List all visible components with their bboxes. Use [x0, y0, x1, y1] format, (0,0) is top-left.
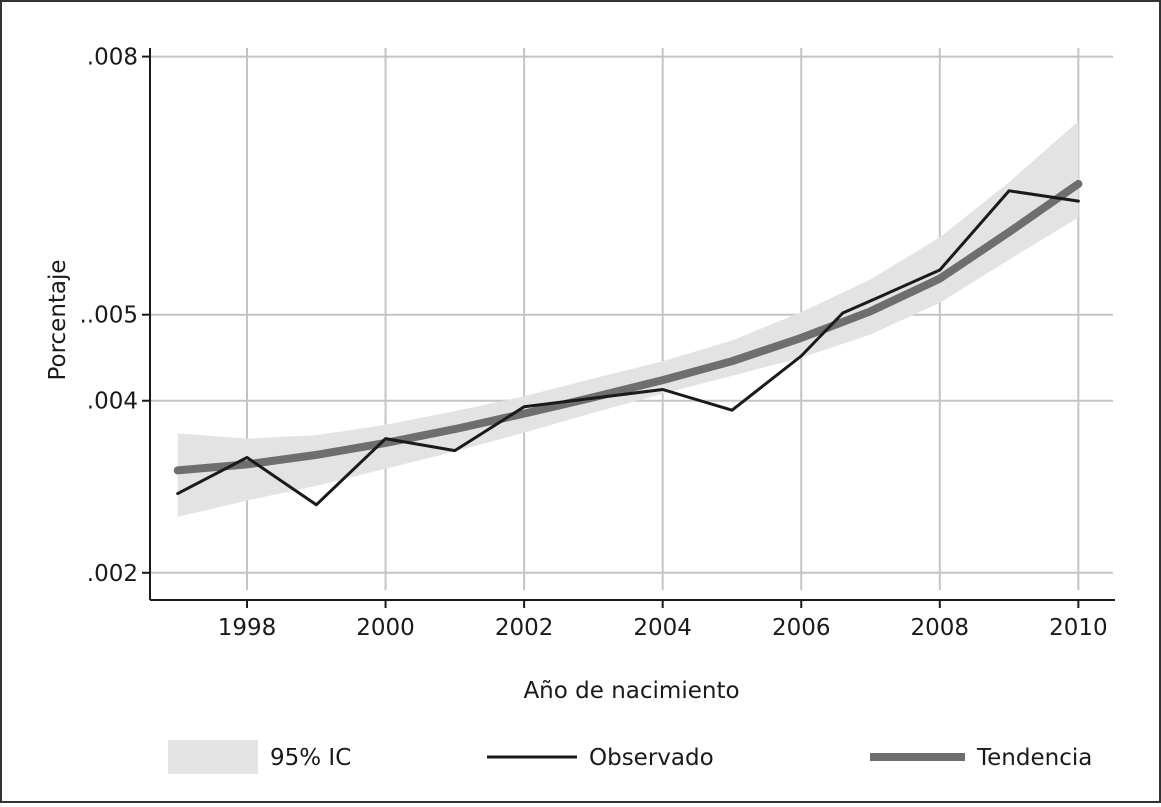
y-tick-label: .002	[87, 561, 138, 587]
x-tick-label: 2006	[772, 615, 831, 641]
series-layer	[173, 179, 1083, 507]
legend-swatch-band	[168, 740, 258, 774]
x-axis-ticks: 1998 2000 2002 2004 2006 2008 2010	[218, 600, 1108, 641]
legend-label: Tendencia	[976, 745, 1092, 771]
x-tick-label: 2008	[911, 615, 970, 641]
legend: 95% IC Observado Tendencia	[168, 740, 1092, 774]
axes	[149, 48, 1115, 601]
legend-label: 95% IC	[270, 745, 351, 771]
x-tick-label: 2000	[356, 615, 415, 641]
x-tick-label: 1998	[218, 615, 277, 641]
series-line-tendencia	[173, 179, 1083, 475]
x-tick-label: 2004	[633, 615, 692, 641]
y-tick-label: ..005	[79, 303, 138, 329]
x-tick-label: 2010	[1049, 615, 1108, 641]
x-axis-title: Año de nacimiento	[523, 678, 739, 704]
x-tick-label: 2002	[495, 615, 554, 641]
y-axis-ticks: .002 .004 ..005 .008	[79, 45, 150, 587]
y-tick-label: .008	[87, 45, 138, 71]
confidence-band-layer	[177, 121, 1079, 517]
legend-label: Observado	[589, 745, 714, 771]
y-tick-label: .004	[87, 389, 138, 415]
confidence-band	[177, 121, 1079, 517]
series-line-observado	[176, 189, 1080, 507]
y-axis-title: Porcentaje	[45, 259, 71, 380]
